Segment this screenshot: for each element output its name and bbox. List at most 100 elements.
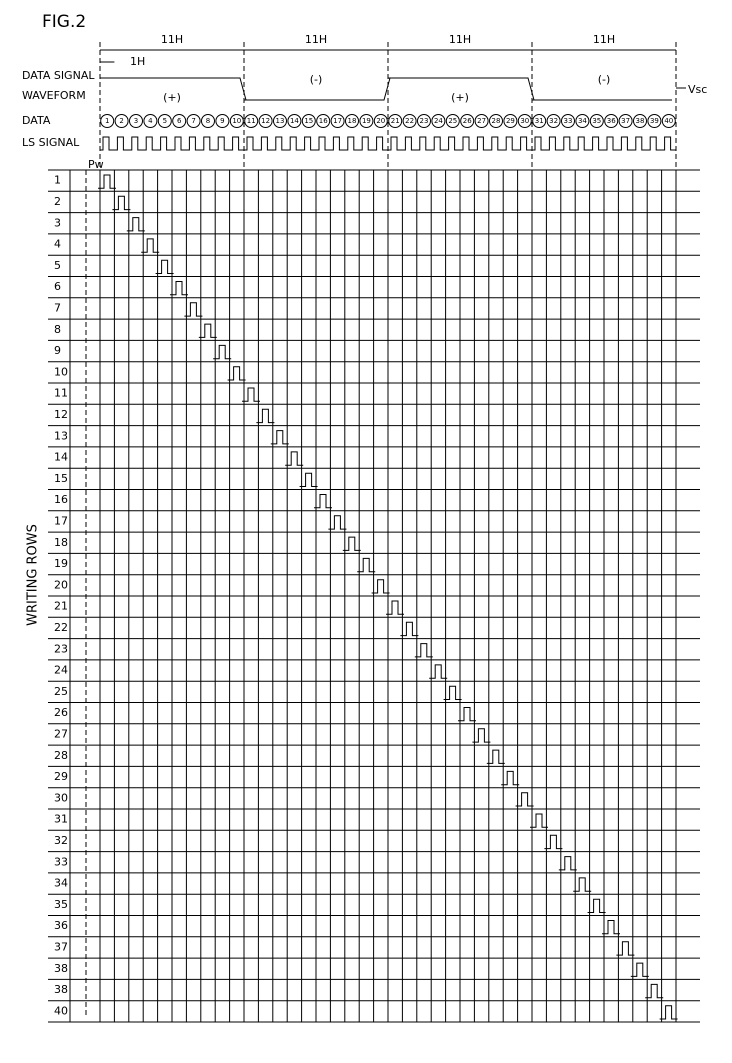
period-label: 11H (305, 33, 327, 46)
waveform (100, 78, 672, 100)
write-pulse (242, 388, 260, 401)
waveform-label: DATA SIGNAL (22, 69, 95, 82)
row-label: 27 (54, 727, 68, 740)
row-label: 13 (54, 429, 68, 442)
write-pulse (631, 963, 649, 976)
write-pulse (141, 239, 159, 252)
data-number: 28 (492, 117, 501, 125)
row-label: 11 (54, 387, 68, 400)
row-label: 19 (54, 557, 68, 570)
period-label: 11H (449, 33, 471, 46)
write-pulse (300, 473, 318, 486)
row-label: 21 (54, 600, 68, 613)
data-number: 34 (578, 117, 587, 125)
write-pulse (400, 622, 418, 635)
write-pulse (199, 324, 217, 337)
write-pulse (415, 644, 433, 657)
data-number: 14 (290, 117, 299, 125)
row-label: 3 (54, 216, 61, 229)
data-number: 31 (535, 117, 544, 125)
data-label: DATA (22, 114, 51, 127)
polarity: (+) (451, 91, 469, 104)
row-label: 15 (54, 472, 68, 485)
data-number: 39 (650, 117, 659, 125)
row-label: 22 (54, 621, 68, 634)
write-pulse (487, 750, 505, 763)
write-pulse (544, 835, 562, 848)
write-pulse (271, 431, 289, 444)
data-number: 7 (191, 117, 195, 125)
data-number: 26 (463, 117, 472, 125)
row-label: 38 (54, 962, 68, 975)
write-pulse (343, 537, 361, 550)
data-number: 35 (592, 117, 601, 125)
data-number: 9 (220, 117, 224, 125)
data-number: 16 (319, 117, 328, 125)
row-label: 40 (54, 1004, 68, 1017)
row-label: 37 (54, 940, 68, 953)
data-number: 20 (376, 117, 385, 125)
write-pulse (156, 260, 174, 273)
write-pulse (328, 516, 346, 529)
data-number: 15 (304, 117, 313, 125)
write-pulse (472, 729, 490, 742)
data-number: 19 (362, 117, 371, 125)
row-label: 8 (54, 323, 61, 336)
data-number: 25 (448, 117, 457, 125)
write-pulse (660, 1006, 678, 1019)
data-number: 38 (636, 117, 645, 125)
write-pulse (98, 175, 116, 188)
data-number: 29 (506, 117, 515, 125)
write-pulse (170, 282, 188, 295)
polarity: (-) (310, 73, 323, 86)
data-number: 33 (564, 117, 573, 125)
write-pulse (429, 665, 447, 678)
data-number: 2 (119, 117, 123, 125)
row-label: 26 (54, 706, 68, 719)
row-label: 31 (54, 813, 68, 826)
row-label: 10 (54, 365, 68, 378)
unit-label: 1H (130, 55, 145, 68)
data-number: 1 (105, 117, 109, 125)
write-pulse (616, 942, 634, 955)
row-label: 28 (54, 749, 68, 762)
period-label: 11H (593, 33, 615, 46)
write-pulse (184, 303, 202, 316)
data-number: 23 (420, 117, 429, 125)
write-pulse (559, 857, 577, 870)
data-number: 8 (206, 117, 210, 125)
diagram: FIG.2 DATA SIGNAL WAVEFORM DATA LS SIGNA… (0, 0, 732, 1063)
row-label: 9 (54, 344, 61, 357)
data-number: 13 (276, 117, 285, 125)
row-label: 20 (54, 578, 68, 591)
write-pulse (372, 580, 390, 593)
data-number: 22 (405, 117, 414, 125)
period-label: 11H (161, 33, 183, 46)
polarity: (-) (598, 73, 611, 86)
data-number: 27 (477, 117, 486, 125)
data-number: 10 (232, 117, 241, 125)
row-label: 34 (54, 877, 68, 890)
reference-label: Vsc (688, 83, 707, 96)
figure-title: FIG.2 (42, 12, 86, 32)
row-label: 12 (54, 408, 68, 421)
row-label: 17 (54, 514, 68, 527)
write-pulse (645, 984, 663, 997)
write-pulse (530, 814, 548, 827)
write-pulse (256, 409, 274, 422)
axis-label: WRITING ROWS (26, 524, 41, 626)
row-label: 38 (54, 983, 68, 996)
data-number: 18 (348, 117, 357, 125)
data-number: 21 (391, 117, 400, 125)
data-number: 37 (621, 117, 630, 125)
write-pulse (228, 367, 246, 380)
row-label: 4 (54, 238, 61, 251)
write-pulse (458, 708, 476, 721)
row-label: 33 (54, 855, 68, 868)
write-pulse (516, 793, 534, 806)
write-pulse (501, 771, 519, 784)
data-number: 30 (520, 117, 529, 125)
waveform-label: WAVEFORM (22, 89, 86, 102)
row-label: 1 (54, 174, 61, 187)
pulse-label: Pw (88, 158, 104, 171)
